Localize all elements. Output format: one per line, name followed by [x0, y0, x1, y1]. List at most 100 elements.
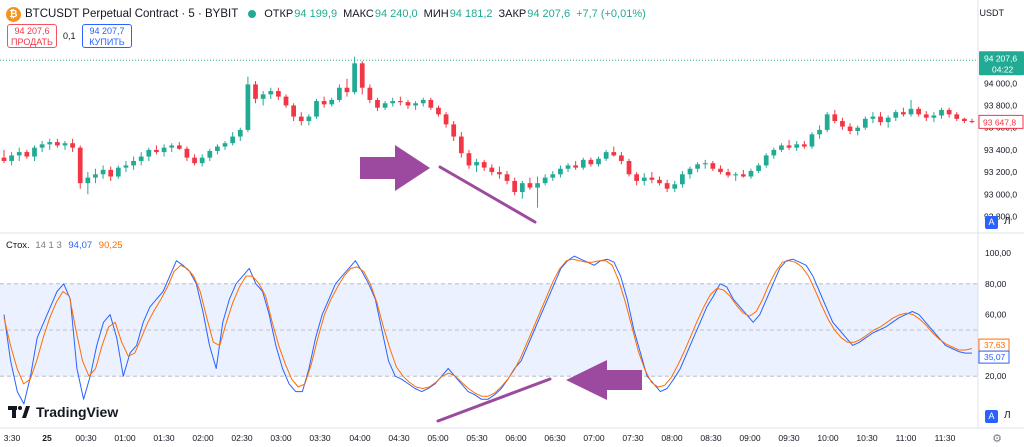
ohlc-change: +7,7 (+0,01%) [576, 8, 646, 20]
candle-body [725, 172, 731, 176]
candle-body [710, 163, 716, 169]
time-axis-tick-label: 05:00 [427, 433, 449, 443]
gear-icon[interactable]: ⚙ [992, 433, 1002, 445]
price-axis-tick-label: 92 800,0 [984, 211, 1017, 221]
auto-scale-button-price[interactable]: A [985, 216, 998, 229]
candle-body [489, 167, 495, 173]
ohlc-open-value: 94 199,9 [294, 8, 338, 20]
candle-body [397, 101, 403, 103]
log-scale-button-indicator[interactable]: Л [1004, 410, 1011, 421]
candle-body [260, 94, 266, 99]
indicator-k-value: 94,07 [68, 240, 93, 251]
candle-body [268, 91, 274, 95]
candle-body [131, 160, 136, 166]
candle-body [291, 105, 297, 117]
candle-body [786, 145, 792, 148]
candle-body [794, 144, 800, 148]
candle-body [657, 179, 662, 184]
stochastic-d-tag-label: 37,63 [984, 340, 1006, 350]
time-axis-tick-label: 00:30 [75, 433, 97, 443]
candle-body [901, 112, 906, 115]
candle-body [176, 145, 182, 149]
candle-body [946, 109, 952, 115]
tradingview-logo[interactable]: TradingView [8, 404, 118, 420]
stochastic-axis-tick-label: 60,00 [985, 310, 1007, 320]
stochastic-axis-tick-label: 100,00 [985, 248, 1011, 258]
candle-body [878, 116, 883, 123]
stochastic-k-tag [978, 350, 1010, 364]
bitcoin-icon: ₿ [6, 6, 21, 22]
candle-body [504, 174, 510, 181]
ohlc-high-value: 94 240,0 [374, 8, 418, 20]
stochastic-series-d-line [3, 258, 973, 397]
time-axis-tick-label: 06:00 [505, 433, 527, 443]
candle-body [237, 129, 243, 137]
candle-body [649, 177, 655, 180]
buy-button[interactable]: 94 207,7 КУПИТЬ [82, 24, 132, 48]
candle-body [573, 165, 579, 168]
sell-button[interactable]: 94 207,6 ПРОДАТЬ [7, 24, 57, 48]
candle-body [32, 147, 37, 157]
candle-body [443, 114, 449, 125]
symbol-title[interactable]: BTCUSDT Perpetual Contract · 5 · BYBIT [25, 8, 239, 20]
time-axis-tick-label: 01:00 [114, 433, 136, 443]
price-axis-tick-label: 93 400,0 [984, 145, 1017, 155]
time-axis-tick-label: 10:00 [817, 433, 839, 443]
price-marker-label: 93 647,8 [983, 117, 1016, 127]
ohlc-close-value: 94 207,6 [527, 8, 571, 20]
candle-body [390, 101, 396, 104]
candle-body [962, 118, 967, 122]
candle-body [840, 121, 845, 127]
candle-body [24, 152, 30, 157]
candle-body [619, 155, 624, 161]
time-axis-tick-label: 03:00 [270, 433, 292, 443]
candle-body [474, 162, 479, 166]
candle-body [93, 174, 98, 178]
price-axis-tick-label: 93 200,0 [984, 167, 1017, 177]
candle-body [405, 102, 411, 106]
stochastic-k-tag-label: 35,07 [984, 352, 1006, 362]
price-marker-tag [978, 114, 1024, 129]
candle-body [733, 174, 739, 176]
time-axis-tick-label: 11:00 [896, 433, 917, 443]
indicator-name: Стох. [6, 240, 30, 251]
spread-value: 0,1 [63, 31, 76, 41]
candle-body [558, 168, 563, 175]
last-price-tag-label: 94 207,6 [984, 53, 1017, 63]
candle-body [47, 142, 53, 145]
candle-body [321, 101, 327, 105]
candle-body [207, 150, 213, 158]
candle-body [329, 99, 335, 105]
candle-body [817, 129, 822, 135]
candle-body [413, 103, 418, 106]
candle-body [664, 183, 670, 189]
last-price-tag [979, 51, 1024, 76]
candle-body [154, 149, 159, 153]
symbol-legend: ₿ BTCUSDT Perpetual Contract · 5 · BYBIT… [0, 4, 652, 24]
candle-body [16, 152, 22, 156]
currency-selector[interactable]: USDT [979, 8, 1005, 18]
time-axis-tick-label: 03:30 [309, 433, 331, 443]
candle-body [276, 91, 281, 97]
candle-body [847, 126, 853, 132]
candle-body [199, 157, 205, 164]
candle-body [375, 99, 380, 108]
candle-body [9, 155, 14, 161]
candle-body [908, 108, 914, 115]
time-axis-tick-label: 09:30 [778, 433, 800, 443]
tradingview-wordmark: TradingView [36, 404, 119, 420]
candle-body [298, 116, 304, 122]
candle-body [146, 149, 152, 157]
candle-body [62, 143, 68, 146]
auto-scale-button-indicator[interactable]: A [985, 410, 998, 423]
candle-body [634, 174, 639, 181]
candle-body [222, 143, 228, 147]
candle-body [588, 159, 594, 165]
indicator-legend[interactable]: Стох. 14 1 3 94,07 90,25 [6, 240, 123, 251]
price-axis-tick-label: 94 000,0 [984, 78, 1017, 88]
stochastic-band-fill [0, 283, 978, 377]
log-scale-button-price[interactable]: Л [1004, 216, 1011, 227]
candle-body [138, 156, 144, 161]
